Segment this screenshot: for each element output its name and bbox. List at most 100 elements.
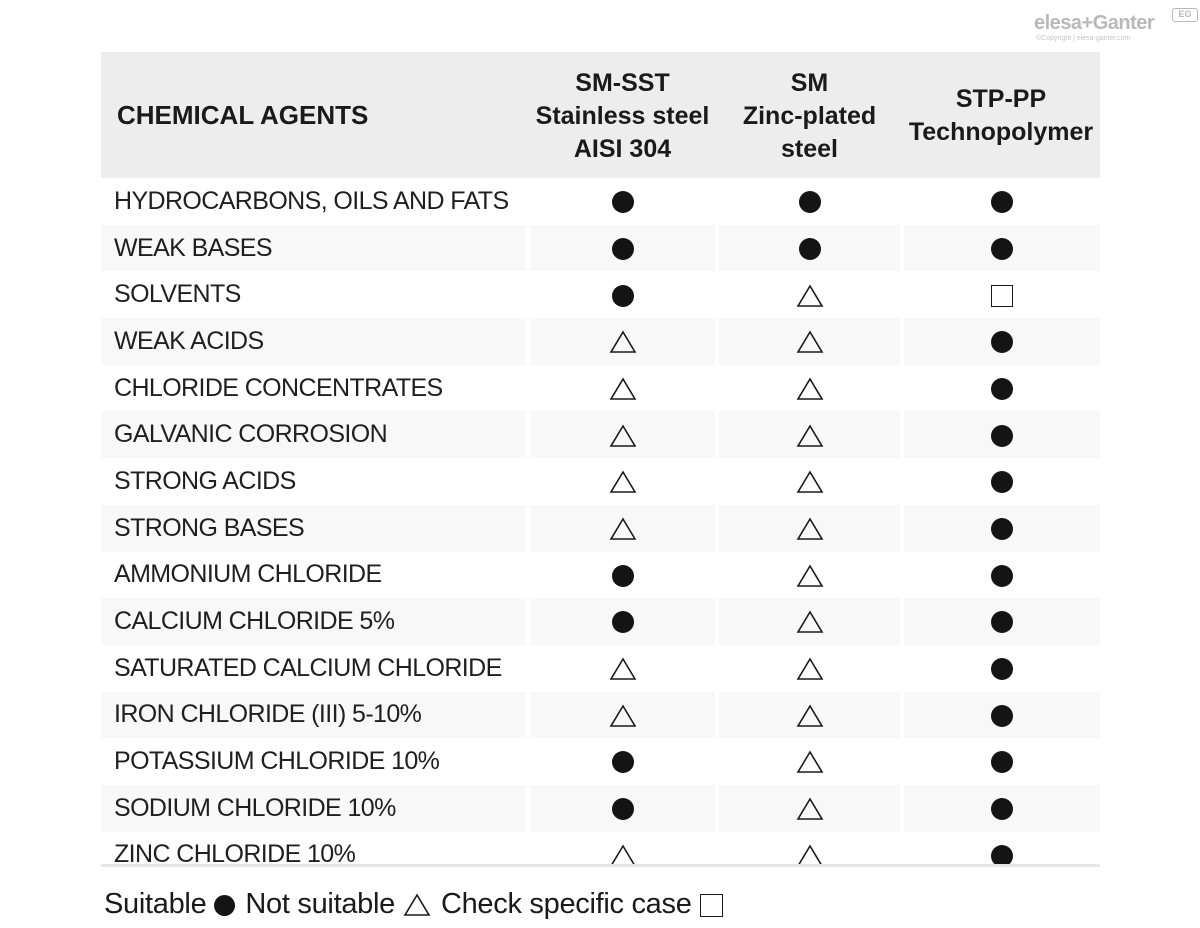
rating-cell bbox=[900, 691, 1100, 739]
rating-cell bbox=[526, 504, 717, 552]
filled-circle-icon bbox=[991, 844, 1013, 867]
rating-cell bbox=[900, 831, 1100, 879]
chemical-resistance-table: CHEMICAL AGENTS SM-SST Stainless steel A… bbox=[101, 52, 1100, 879]
filled-circle-icon bbox=[991, 424, 1013, 447]
rating-cell bbox=[900, 271, 1100, 319]
filled-circle-icon bbox=[991, 751, 1013, 774]
table-row: POTASSIUM CHLORIDE 10% bbox=[101, 738, 1100, 785]
rating-cell bbox=[526, 831, 717, 879]
outline-square-icon bbox=[991, 284, 1013, 307]
header-line: Zinc-plated bbox=[742, 101, 877, 130]
rating-cell bbox=[715, 831, 902, 879]
rating-cell bbox=[526, 458, 717, 505]
rating-cell bbox=[526, 271, 717, 319]
table-row: GALVANIC CORROSION bbox=[101, 411, 1100, 459]
brand-copyright: ©Copyright | elesa-ganter.com bbox=[1036, 35, 1131, 42]
rating-cell bbox=[715, 784, 902, 832]
rating-cell bbox=[715, 224, 902, 272]
table-row: WEAK ACIDS bbox=[101, 318, 1100, 365]
rating-cell bbox=[715, 178, 902, 225]
filled-circle-icon bbox=[991, 611, 1013, 634]
filled-circle-icon bbox=[991, 658, 1013, 681]
outline-square-icon bbox=[699, 893, 723, 917]
outline-triangle-icon bbox=[796, 517, 823, 540]
table-row: STRONG BASES bbox=[101, 504, 1100, 552]
filled-circle-icon bbox=[214, 894, 236, 916]
rating-cell bbox=[715, 691, 902, 739]
header-line: steel bbox=[781, 134, 838, 163]
chemical-agent-cell: WEAK ACIDS bbox=[101, 318, 528, 365]
rating-cell bbox=[715, 318, 902, 365]
filled-circle-icon bbox=[991, 564, 1013, 587]
rating-cell bbox=[900, 644, 1100, 692]
table-body: HYDROCARBONS, OILS AND FATS WEAK BASES SOL… bbox=[101, 178, 1100, 879]
outline-triangle-icon bbox=[796, 330, 823, 354]
rating-cell bbox=[715, 644, 902, 692]
rating-cell bbox=[526, 551, 717, 599]
rating-cell bbox=[900, 784, 1100, 832]
filled-circle-icon bbox=[798, 191, 821, 214]
legend: Suitable Not suitable Check specific cas… bbox=[104, 888, 733, 921]
legend-suitable-symbol bbox=[214, 888, 236, 921]
outline-triangle-icon bbox=[609, 517, 636, 540]
rating-cell bbox=[526, 178, 717, 225]
filled-circle-icon bbox=[991, 798, 1013, 821]
rating-cell bbox=[526, 784, 717, 832]
legend-check-label: Check specific case bbox=[440, 888, 692, 920]
outline-triangle-icon bbox=[796, 424, 823, 447]
filled-circle-icon bbox=[611, 751, 634, 774]
rating-cell bbox=[526, 738, 717, 785]
outline-triangle-icon bbox=[796, 797, 823, 820]
table-header-row: CHEMICAL AGENTS SM-SST Stainless steel A… bbox=[101, 52, 1100, 178]
filled-circle-icon bbox=[991, 237, 1013, 260]
rating-cell bbox=[900, 178, 1100, 225]
filled-circle-icon bbox=[611, 564, 634, 587]
header-line: Stainless steel bbox=[535, 101, 710, 130]
table-row: IRON CHLORIDE (III) 5-10% bbox=[101, 691, 1100, 739]
filled-circle-icon bbox=[611, 611, 634, 634]
table-row: SATURATED CALCIUM CHLORIDE bbox=[101, 644, 1100, 692]
table-row: CHLORIDE CONCENTRATES bbox=[101, 364, 1100, 412]
chemical-agent-cell: SOLVENTS bbox=[114, 280, 241, 309]
rating-cell bbox=[900, 318, 1100, 365]
chemical-resistance-table-container: CHEMICAL AGENTS SM-SST Stainless steel A… bbox=[101, 52, 1100, 879]
filled-circle-icon bbox=[991, 471, 1013, 494]
filled-circle-icon bbox=[991, 704, 1013, 727]
chemical-agent-cell: STRONG BASES bbox=[101, 504, 528, 552]
rating-cell bbox=[526, 691, 717, 739]
table-row: ZINC CHLORIDE 10% bbox=[101, 831, 1100, 879]
rating-cell bbox=[900, 411, 1100, 459]
outline-triangle-icon bbox=[609, 330, 636, 354]
filled-circle-icon bbox=[991, 518, 1013, 541]
chemical-agent-cell: HYDROCARBONS, OILS AND FATS bbox=[114, 186, 509, 215]
legend-not-suitable-label: Not suitable bbox=[245, 888, 395, 920]
header-material-sm-sst: SM-SST Stainless steel AISI 304 bbox=[528, 52, 717, 178]
filled-circle-icon bbox=[991, 191, 1013, 214]
table-row: CALCIUM CHLORIDE 5% bbox=[101, 598, 1100, 645]
rating-cell bbox=[715, 551, 902, 599]
chemical-agent-cell: WEAK BASES bbox=[101, 224, 528, 272]
rating-cell bbox=[526, 318, 717, 365]
rating-cell bbox=[715, 458, 902, 505]
chemical-agent-cell: CALCIUM CHLORIDE 5% bbox=[101, 598, 528, 645]
filled-circle-icon bbox=[991, 377, 1013, 400]
rating-cell bbox=[526, 598, 717, 645]
filled-circle-icon bbox=[798, 237, 821, 260]
chemical-agent-cell: SODIUM CHLORIDE 10% bbox=[101, 784, 528, 832]
rating-cell bbox=[900, 738, 1100, 785]
outline-triangle-icon bbox=[609, 704, 636, 727]
chemical-agent-cell: STRONG ACIDS bbox=[114, 466, 296, 495]
chemical-agent-cell: SATURATED CALCIUM CHLORIDE bbox=[114, 653, 502, 682]
outline-triangle-icon bbox=[609, 657, 636, 680]
table-row: SOLVENTS bbox=[101, 271, 1100, 319]
rating-cell bbox=[715, 738, 902, 785]
header-line: AISI 304 bbox=[573, 134, 672, 163]
chemical-agent-cell: ZINC CHLORIDE 10% bbox=[114, 840, 356, 869]
chemical-agent-cell: AMMONIUM CHLORIDE bbox=[114, 560, 382, 589]
chemical-agent-cell: POTASSIUM CHLORIDE 10% bbox=[114, 747, 440, 776]
table-row: SODIUM CHLORIDE 10% bbox=[101, 784, 1100, 832]
rating-cell bbox=[715, 411, 902, 459]
rating-cell bbox=[715, 598, 902, 645]
header-material-sm: SM Zinc-plated steel bbox=[717, 52, 902, 178]
filled-circle-icon bbox=[991, 331, 1013, 354]
